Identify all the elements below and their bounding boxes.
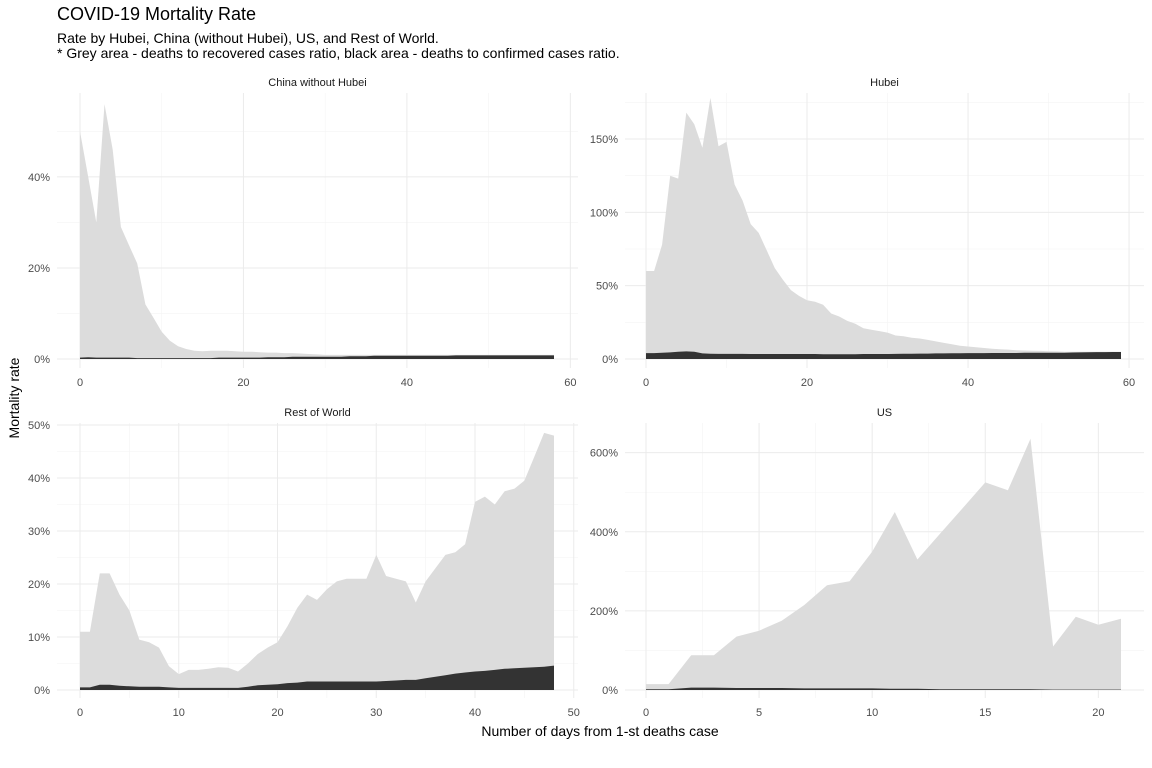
confirmed-ratio-area [80,355,554,359]
y-tick-label: 0% [34,354,50,366]
x-tick-label: 20 [271,707,283,719]
recovered-ratio-area [80,432,554,690]
x-tick-label: 0 [643,707,649,719]
chart-subtitle-line-1: Rate by Hubei, China (without Hubei), US… [57,30,439,46]
facet-title: China without Hubei [268,77,366,89]
y-tick-label: 10% [28,632,50,644]
x-tick-label: 40 [401,377,413,389]
y-tick-label: 50% [28,420,50,432]
y-tick-label: 150% [590,134,618,146]
x-tick-label: 50 [568,707,580,719]
x-tick-label: 0 [77,707,83,719]
x-axis-title: Number of days from 1-st deaths case [481,723,719,739]
facet-title: US [877,407,892,419]
x-tick-label: 20 [1092,707,1104,719]
x-tick-label: 60 [1123,377,1135,389]
chart-subtitle-line-2: * Grey area - deaths to recovered cases … [57,45,620,61]
x-tick-label: 30 [370,707,382,719]
facet-title: Hubei [870,77,899,89]
y-tick-label: 600% [590,448,618,460]
x-tick-label: 40 [469,707,481,719]
facet-title: Rest of World [284,407,350,419]
y-tick-label: 30% [28,526,50,538]
chart-title: COVID-19 Mortality Rate [57,4,257,24]
x-tick-label: 0 [77,377,83,389]
confirmed-ratio-area [646,351,1121,359]
y-axis-title: Mortality rate [6,357,22,439]
x-tick-label: 40 [962,377,974,389]
recovered-ratio-area [646,438,1121,690]
confirmed-ratio-area [80,665,554,690]
recovered-ratio-area [80,104,554,359]
y-tick-label: 50% [596,281,618,293]
x-tick-label: 5 [756,707,762,719]
x-tick-label: 20 [237,377,249,389]
x-tick-label: 15 [979,707,991,719]
recovered-ratio-area [646,97,1121,360]
confirmed-ratio-area [646,687,1121,690]
x-tick-label: 20 [801,377,813,389]
y-tick-label: 200% [590,606,618,618]
y-tick-label: 40% [28,473,50,485]
x-tick-label: 10 [173,707,185,719]
y-tick-label: 20% [28,263,50,275]
x-tick-label: 60 [564,377,576,389]
y-tick-label: 0% [602,685,618,697]
y-tick-label: 0% [34,685,50,697]
y-tick-label: 100% [590,207,618,219]
y-tick-label: 400% [590,527,618,539]
y-tick-label: 40% [28,172,50,184]
y-tick-label: 0% [602,354,618,366]
x-tick-label: 0 [643,377,649,389]
x-tick-label: 10 [866,707,878,719]
y-tick-label: 20% [28,579,50,591]
